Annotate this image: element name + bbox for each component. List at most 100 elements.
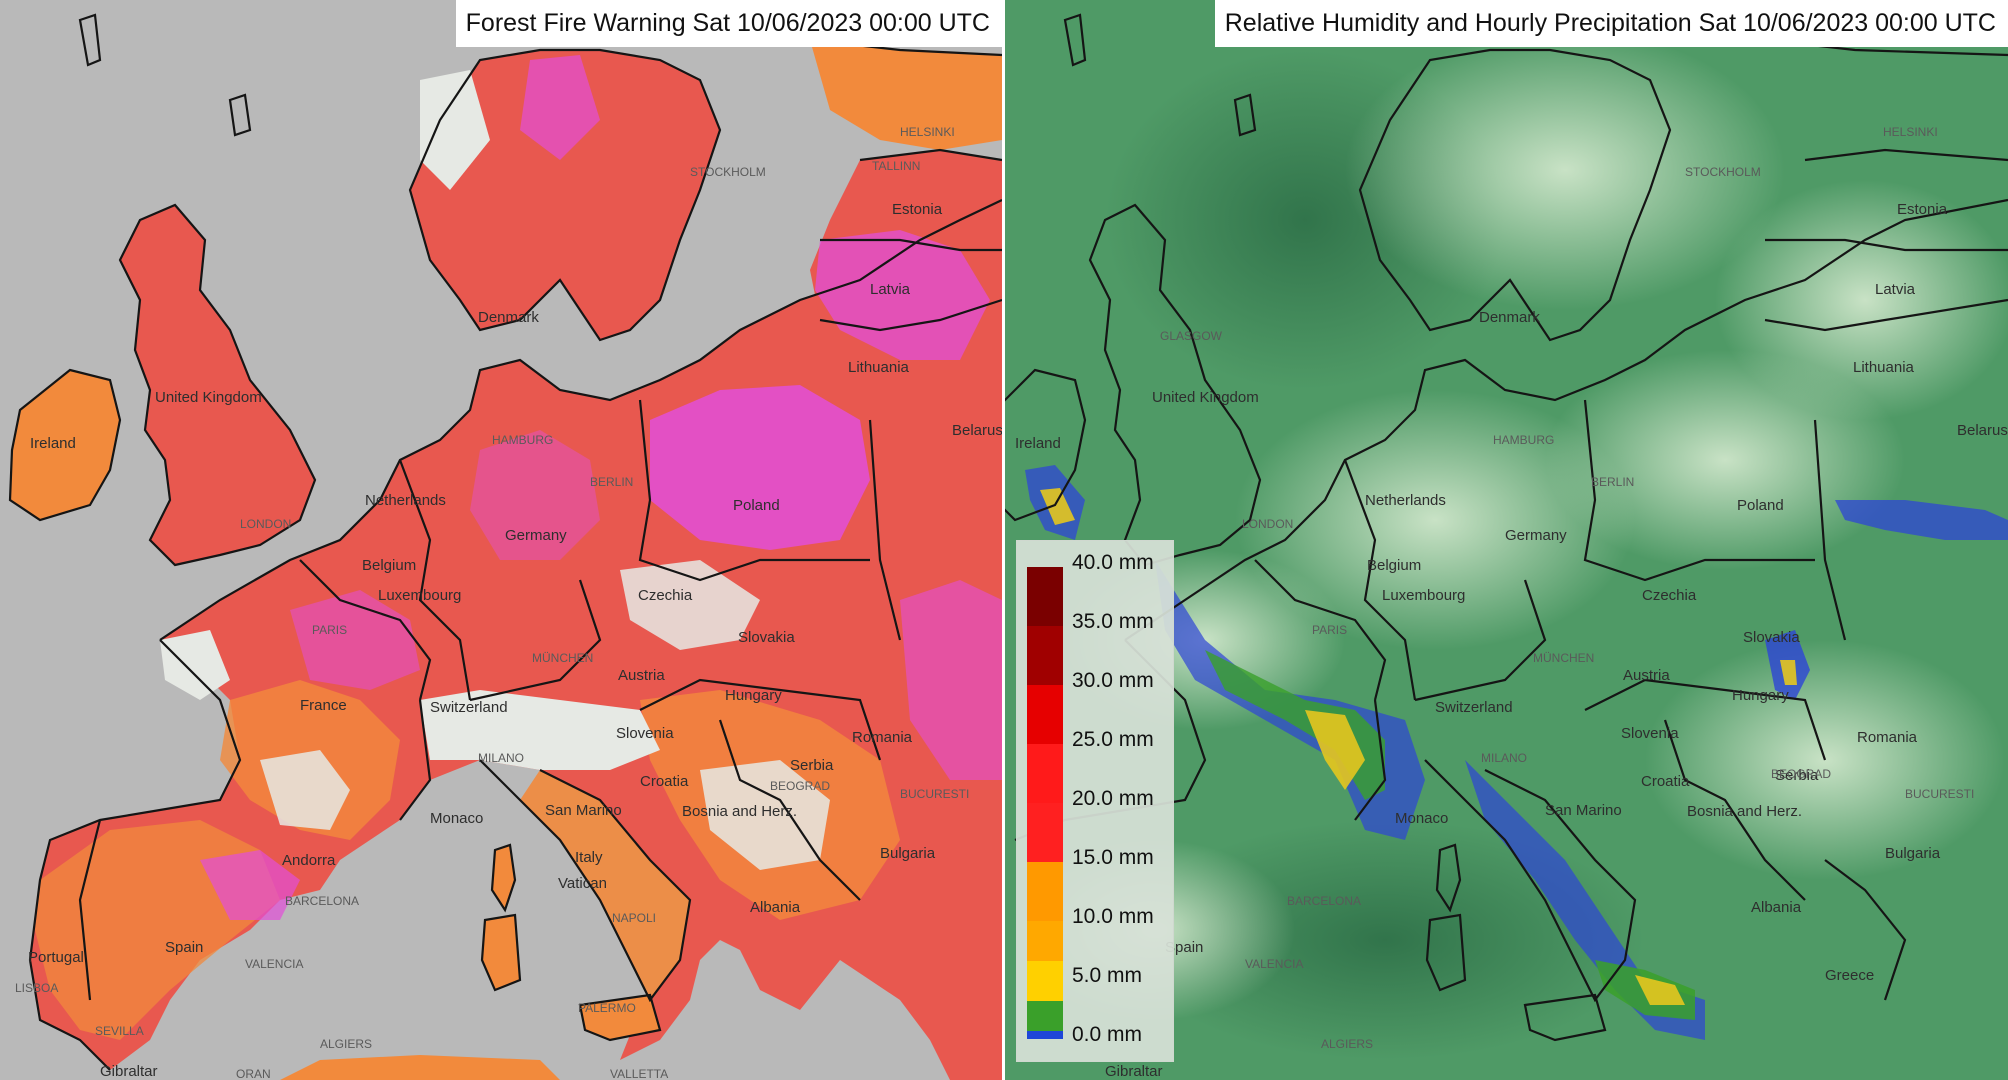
city-munchen: MÜNCHEN — [532, 651, 593, 665]
label-r-gibraltar: Gibraltar — [1105, 1063, 1163, 1080]
city-napoli: NAPOLI — [612, 911, 656, 925]
label-r-luxembourg: Luxembourg — [1382, 587, 1465, 604]
legend-swatch-0 — [1027, 567, 1063, 626]
legend-swatch-8 — [1027, 1001, 1063, 1031]
label-r-czechia: Czechia — [1642, 587, 1697, 604]
country-labels-right: Ireland United Kingdom Denmark Netherlan… — [1015, 201, 2008, 1080]
label-r-greece: Greece — [1825, 967, 1874, 984]
label-r-belarus: Belarus — [1957, 422, 2008, 439]
label-bulgaria: Bulgaria — [880, 845, 936, 862]
label-romania: Romania — [852, 729, 913, 746]
label-czechia: Czechia — [638, 587, 693, 604]
land-sardinia — [482, 915, 520, 990]
label-gibraltar: Gibraltar — [100, 1063, 158, 1080]
city-valletta: VALLETTA — [610, 1067, 668, 1080]
humidity-light-germany — [1235, 390, 1635, 650]
city-r-algiers: ALGIERS — [1321, 1037, 1373, 1051]
precip-blue-poland — [1835, 500, 2008, 540]
legend-label-25: 25.0 mm — [1072, 728, 1154, 751]
fire-magenta-spain — [200, 850, 300, 920]
city-r-stockholm: STOCKHOLM — [1685, 165, 1761, 179]
label-r-albania: Albania — [1751, 899, 1802, 916]
label-r-netherlands: Netherlands — [1365, 492, 1446, 509]
forest-fire-warning-map[interactable]: Ireland United Kingdom Denmark Netherlan… — [0, 0, 1002, 1080]
city-r-barcelona: BARCELONA — [1287, 894, 1361, 908]
humidity-light-baltics — [1715, 180, 2008, 420]
city-tallinn: TALLINN — [872, 159, 920, 173]
label-belgium: Belgium — [362, 557, 416, 574]
city-r-beograd: BEOGRAD — [1771, 767, 1831, 781]
label-r-denmark: Denmark — [1479, 309, 1540, 326]
label-denmark: Denmark — [478, 309, 539, 326]
humidity-precipitation-map[interactable]: Ireland United Kingdom Denmark Netherlan… — [1005, 0, 2008, 1080]
city-milano: MILANO — [478, 751, 524, 765]
city-r-london: LONDON — [1242, 517, 1293, 531]
label-serbia: Serbia — [790, 757, 834, 774]
city-labels-right: LONDON PARIS HAMBURG BERLIN MÜNCHEN MILA… — [1160, 125, 1974, 1051]
label-r-bulgaria: Bulgaria — [1885, 845, 1941, 862]
city-bucuresti: BUCURESTI — [900, 787, 969, 801]
label-r-lithuania: Lithuania — [1853, 359, 1915, 376]
country-borders — [8, 13, 1002, 1071]
legend-label-0: 0.0 mm — [1072, 1023, 1143, 1046]
label-bosnia: Bosnia and Herz. — [682, 803, 797, 820]
precip-yellow-biscay — [1040, 488, 1075, 525]
label-r-poland: Poland — [1737, 497, 1784, 514]
city-beograd: BEOGRAD — [770, 779, 830, 793]
land-north-africa — [280, 1055, 560, 1080]
label-r-bosnia: Bosnia and Herz. — [1687, 803, 1802, 820]
legend-label-5: 5.0 mm — [1072, 964, 1143, 987]
fire-magenta-scandinavia — [520, 55, 600, 160]
label-r-ireland: Ireland — [1015, 435, 1061, 452]
city-algiers: ALGIERS — [320, 1037, 372, 1051]
legend-label-40: 40.0 mm — [1072, 551, 1154, 574]
legend-swatch-9 — [1027, 1031, 1063, 1039]
city-r-glasgow: GLASGOW — [1160, 329, 1223, 343]
land-sicily — [580, 995, 660, 1040]
label-uk: United Kingdom — [155, 389, 262, 406]
fire-magenta-poland — [650, 385, 870, 550]
precip-yellow-italy — [1635, 975, 1685, 1005]
label-r-san-marino: San Marino — [1545, 802, 1622, 819]
label-monaco: Monaco — [430, 810, 483, 827]
legend-swatch-6 — [1027, 921, 1063, 961]
fire-magenta-romania — [900, 580, 1002, 780]
label-r-slovenia: Slovenia — [1621, 725, 1679, 742]
label-r-monaco: Monaco — [1395, 810, 1448, 827]
city-barcelona: BARCELONA — [285, 894, 359, 908]
fire-white-pyrenees — [160, 630, 230, 700]
city-valencia: VALENCIA — [245, 957, 303, 971]
precip-yellow-alps — [1305, 710, 1365, 790]
fire-warning-title: Forest Fire Warning Sat 10/06/2023 00:00… — [455, 0, 1002, 47]
label-r-hungary: Hungary — [1732, 687, 1789, 704]
label-austria: Austria — [618, 667, 665, 684]
label-poland: Poland — [733, 497, 780, 514]
label-croatia: Croatia — [640, 773, 689, 790]
legend-label-35: 35.0 mm — [1072, 610, 1154, 633]
legend-swatch-1 — [1027, 626, 1063, 685]
label-r-latvia: Latvia — [1875, 281, 1916, 298]
label-r-austria: Austria — [1623, 667, 1670, 684]
label-germany: Germany — [505, 527, 567, 544]
humidity-title: Relative Humidity and Hourly Precipitati… — [1214, 0, 2008, 47]
city-lisboa: LISBOA — [15, 981, 58, 995]
legend-label-10: 10.0 mm — [1072, 905, 1154, 928]
fire-warning-map-canvas: Ireland United Kingdom Denmark Netherlan… — [8, 13, 1002, 1080]
label-san-marino: San Marino — [545, 802, 622, 819]
country-labels: Ireland United Kingdom Denmark Netherlan… — [28, 201, 1002, 1080]
precipitation-areas — [1025, 465, 2008, 1040]
city-sevilla: SEVILLA — [95, 1024, 144, 1038]
land-finland — [810, 40, 1002, 150]
precip-yellow-hungary — [1780, 660, 1797, 685]
legend-label-20: 20.0 mm — [1072, 787, 1154, 810]
city-r-paris: PARIS — [1312, 623, 1347, 637]
fire-magenta-germany — [470, 430, 600, 560]
label-belarus: Belarus — [952, 422, 1002, 439]
label-slovenia: Slovenia — [616, 725, 674, 742]
city-r-hamburg: HAMBURG — [1493, 433, 1554, 447]
label-hungary: Hungary — [725, 687, 782, 704]
fire-white-alps — [420, 690, 660, 770]
fire-white-massif — [260, 750, 350, 830]
land-great-britain — [120, 205, 315, 565]
fire-white-carpathians — [620, 560, 760, 650]
